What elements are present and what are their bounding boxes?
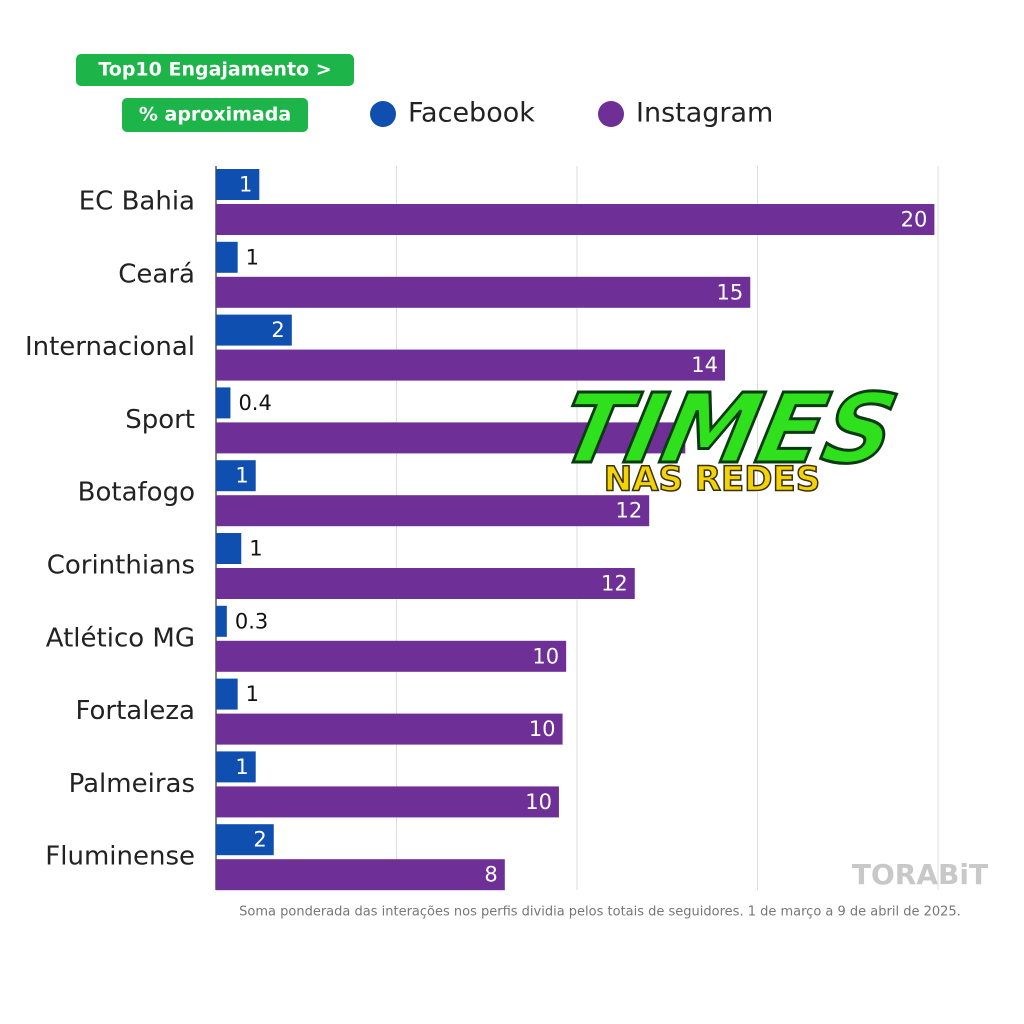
bar xyxy=(216,605,227,637)
value-label: 15 xyxy=(717,280,744,304)
bar xyxy=(216,751,256,783)
bar xyxy=(216,460,256,492)
value-label: 20 xyxy=(901,208,928,232)
bar xyxy=(216,349,726,381)
overlay-title: TIMES xyxy=(551,373,906,485)
value-label: 1 xyxy=(249,537,262,561)
legend-marker xyxy=(370,101,396,127)
title-badge xyxy=(76,54,354,86)
bar xyxy=(216,495,650,527)
value-label: 10 xyxy=(525,790,552,814)
value-label: 0.4 xyxy=(238,391,271,415)
bar xyxy=(216,786,559,818)
value-label: 12 xyxy=(601,572,628,596)
y-tick-label: Corinthians xyxy=(47,551,195,581)
y-tick-label: Ceará xyxy=(118,259,195,289)
y-tick-label: Palmeiras xyxy=(69,769,195,799)
bar xyxy=(216,568,635,599)
bar xyxy=(216,276,751,308)
legend-label: Instagram xyxy=(636,98,773,129)
value-label: 1 xyxy=(239,173,252,197)
value-label: 0.3 xyxy=(235,609,268,633)
value-label: 1 xyxy=(246,245,259,269)
chart-subtitle: % aproximada xyxy=(139,104,291,126)
y-tick-label: Atlético MG xyxy=(46,623,195,653)
bar xyxy=(216,387,231,419)
bar xyxy=(216,859,505,891)
bar xyxy=(216,640,567,672)
subtitle-badge xyxy=(122,98,308,132)
bar xyxy=(216,204,935,235)
y-tick-label: Botafogo xyxy=(78,478,195,508)
value-label: 10 xyxy=(532,644,559,668)
overlay-subtitle: NAS REDES xyxy=(604,460,820,500)
bar xyxy=(216,241,238,273)
bar xyxy=(216,533,242,564)
bar xyxy=(216,824,274,856)
value-label: 14 xyxy=(691,353,718,377)
y-tick-label: Internacional xyxy=(25,332,195,362)
y-tick-label: Fortaleza xyxy=(75,696,195,726)
bar xyxy=(216,314,292,346)
value-label: 1 xyxy=(246,682,259,706)
legend-marker xyxy=(598,101,624,127)
value-label: 12 xyxy=(615,499,642,523)
y-tick-label: Sport xyxy=(125,405,195,435)
value-label: 10 xyxy=(529,717,556,741)
bar xyxy=(216,713,563,745)
bar xyxy=(216,169,260,200)
legend-label: Facebook xyxy=(408,98,535,129)
value-label: 2 xyxy=(271,318,284,342)
bar xyxy=(216,422,686,454)
value-label: 2 xyxy=(253,828,266,852)
value-label: 8 xyxy=(484,863,497,887)
bar xyxy=(216,678,238,710)
footnote: Soma ponderada das interações nos perfis… xyxy=(239,905,961,920)
value-label: 1 xyxy=(235,464,248,488)
watermark: TORABiT xyxy=(852,858,988,891)
value-label: 1 xyxy=(235,755,248,779)
chart-title: Top10 Engajamento > xyxy=(98,59,331,81)
y-tick-label: Fluminense xyxy=(45,842,195,872)
y-tick-label: EC Bahia xyxy=(79,187,195,217)
